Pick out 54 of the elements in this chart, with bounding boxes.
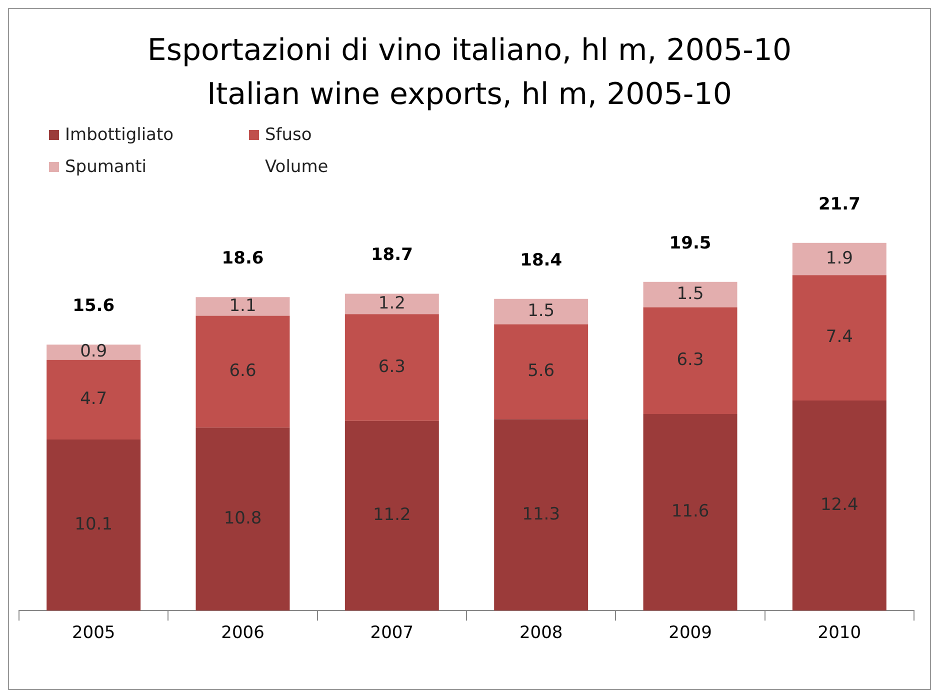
legend-label: Sfuso [265, 125, 312, 145]
data-label: 0.9 [80, 342, 108, 362]
data-label: 11.6 [671, 502, 710, 522]
bar [344, 314, 439, 421]
data-label: 10.1 [74, 514, 113, 534]
bar [344, 294, 439, 314]
x-tick-label: 2006 [221, 623, 264, 644]
x-tick-label: 2009 [668, 623, 712, 644]
x-tick-label: 2010 [818, 623, 862, 644]
data-label: 1.1 [229, 296, 256, 316]
data-label: 1.9 [826, 248, 853, 268]
bar [196, 297, 290, 316]
bar [792, 242, 886, 276]
total-label: 18.4 [520, 250, 562, 270]
text: Volume [264, 157, 330, 177]
bar [792, 400, 886, 611]
bar [643, 414, 738, 611]
bar [643, 307, 738, 414]
x-tick-label: 2005 [72, 623, 116, 644]
data-label: 5.6 [528, 361, 555, 382]
bar [46, 439, 141, 611]
x-tick-label: 2007 [370, 623, 414, 644]
bar [494, 419, 588, 611]
total-label: 18.6 [222, 248, 264, 269]
bar [494, 324, 588, 420]
legend-label: Imbottigliato [65, 125, 174, 145]
total-label: 21.7 [818, 194, 860, 214]
chart-subtitle: Italian wine exports, hl m, 2005-10 [206, 76, 733, 114]
total-label: 18.7 [370, 245, 413, 266]
data-label: 11.2 [372, 505, 411, 526]
data-label: 4.7 [80, 389, 108, 410]
bar [643, 282, 738, 308]
legend-label: Spumanti [65, 157, 146, 177]
data-label: 1.5 [676, 284, 704, 304]
bar [46, 360, 141, 440]
chart-title: Esportazioni di vino italiano, hl m, 2005-10 [146, 32, 793, 70]
bar [494, 298, 588, 324]
data-label: 6.3 [676, 350, 704, 370]
x-tick-label: 2008 [519, 623, 563, 644]
data-label: 10.8 [224, 508, 262, 529]
data-label: 6.3 [378, 356, 406, 377]
bar [46, 344, 141, 360]
bar [196, 316, 290, 428]
bar [196, 428, 290, 611]
total-label: 15.6 [72, 296, 115, 316]
data-label: 7.4 [826, 327, 853, 348]
data-label: 11.3 [522, 504, 560, 524]
data-label: 1.2 [378, 293, 406, 314]
data-label: 12.4 [820, 494, 858, 515]
total-label: 19.5 [669, 233, 712, 254]
bar [344, 420, 439, 611]
bar [792, 275, 886, 400]
data-label: 1.5 [528, 300, 555, 321]
data-label: 6.6 [229, 361, 256, 382]
